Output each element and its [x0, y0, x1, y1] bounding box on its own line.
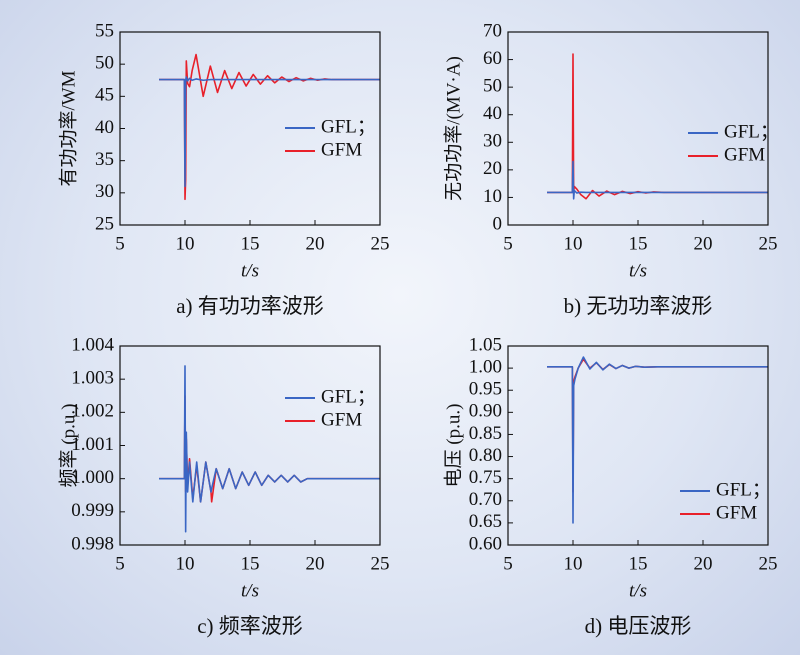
x-tick-label: 10	[176, 553, 195, 574]
plot-frame	[507, 345, 769, 546]
y-tick-label: 50	[483, 76, 502, 97]
y-tick-label: 45	[95, 85, 114, 106]
legend-label: GFL；	[724, 121, 779, 142]
x-tick-label: 5	[503, 553, 513, 574]
y-tick-label: 40	[483, 103, 502, 124]
y-tick-label: 0.65	[469, 511, 502, 532]
x-tick-label: 20	[694, 233, 713, 254]
legend-label: GFM	[321, 139, 362, 160]
y-axis-label: 电压 (p.u.)	[442, 404, 464, 488]
x-tick-label: 25	[371, 233, 390, 254]
y-tick-label: 0.75	[469, 467, 502, 488]
x-axis-label: t/s	[629, 580, 647, 601]
y-tick-label: 0.70	[469, 489, 502, 510]
data-line	[547, 160, 768, 200]
y-tick-label: 0.80	[469, 445, 502, 466]
x-tick-label: 10	[564, 553, 583, 574]
caption: c) 频率波形	[197, 614, 303, 638]
legend-label: GFL；	[321, 116, 376, 137]
y-tick-label: 1.002	[71, 401, 114, 422]
x-axis-label: t/s	[241, 260, 259, 281]
x-axis-label: t/s	[629, 260, 647, 281]
caption: b) 无功功率波形	[564, 294, 713, 318]
x-tick-label: 15	[241, 553, 260, 574]
plot-frame	[507, 31, 769, 226]
x-tick-label: 5	[115, 553, 125, 574]
y-tick-label: 1.004	[71, 334, 114, 355]
y-tick-label: 10	[483, 186, 502, 207]
y-tick-label: 35	[95, 149, 114, 170]
y-tick-label: 0	[493, 213, 503, 234]
x-tick-label: 15	[629, 233, 648, 254]
plot-frame	[119, 31, 381, 226]
x-tick-label: 15	[629, 553, 648, 574]
y-tick-label: 60	[483, 48, 502, 69]
x-tick-label: 20	[306, 233, 325, 254]
legend-label: GFM	[716, 502, 757, 523]
y-tick-label: 1.00	[469, 356, 502, 377]
y-tick-label: 25	[95, 213, 114, 234]
x-tick-label: 20	[306, 553, 325, 574]
y-tick-label: 0.95	[469, 379, 502, 400]
x-tick-label: 25	[759, 553, 778, 574]
y-tick-label: 0.90	[469, 401, 502, 422]
panel: 0.600.650.700.750.800.850.900.951.001.05…	[442, 334, 777, 637]
y-tick-label: 20	[483, 158, 502, 179]
y-tick-label: 0.999	[71, 500, 114, 521]
x-tick-label: 15	[241, 233, 260, 254]
y-tick-label: 1.05	[469, 334, 502, 355]
y-tick-label: 0.998	[71, 533, 114, 554]
data-line	[547, 358, 768, 493]
y-tick-label: 50	[95, 53, 114, 74]
x-tick-label: 5	[115, 233, 125, 254]
caption: d) 电压波形	[585, 614, 692, 638]
y-axis-label: 无功功率/(MV·A)	[442, 56, 464, 201]
panel: 0 10 20 30 40 50 60 70 5 10 15 20 25 GFL；GFM t/s b) 无功功…	[442, 20, 779, 317]
y-axis-label: 有功功率/WM	[57, 70, 79, 186]
data-line	[159, 76, 380, 188]
y-tick-label: 70	[483, 20, 502, 41]
x-tick-label: 25	[371, 553, 390, 574]
y-tick-label: 55	[95, 20, 114, 41]
x-tick-label: 25	[759, 233, 778, 254]
legend-label: GFM	[724, 144, 765, 165]
legend-label: GFL；	[321, 386, 376, 407]
y-tick-label: 40	[95, 117, 114, 138]
x-tick-label: 5	[503, 233, 513, 254]
y-tick-label: 1.001	[71, 434, 114, 455]
panel: 0.998 0.999 1.000 1.001 1.002 1.003 1.004 5 10 15…	[57, 334, 389, 637]
y-tick-label: 30	[483, 131, 502, 152]
caption: a) 有功功率波形	[176, 294, 324, 318]
y-tick-label: 0.85	[469, 423, 502, 444]
y-tick-label: 30	[95, 181, 114, 202]
x-tick-label: 10	[564, 233, 583, 254]
y-tick-label: 1.000	[71, 467, 114, 488]
legend-label: GFM	[321, 409, 362, 430]
y-axis-label: 频率 (p.u.)	[57, 404, 79, 488]
legend-label: GFL；	[716, 479, 771, 500]
data-line	[159, 365, 380, 533]
data-line	[547, 356, 768, 524]
y-tick-label: 1.003	[71, 368, 114, 389]
x-tick-label: 10	[176, 233, 195, 254]
y-tick-label: 0.60	[469, 533, 502, 554]
x-axis-label: t/s	[241, 580, 259, 601]
plot-frame	[119, 345, 381, 546]
x-tick-label: 20	[694, 553, 713, 574]
